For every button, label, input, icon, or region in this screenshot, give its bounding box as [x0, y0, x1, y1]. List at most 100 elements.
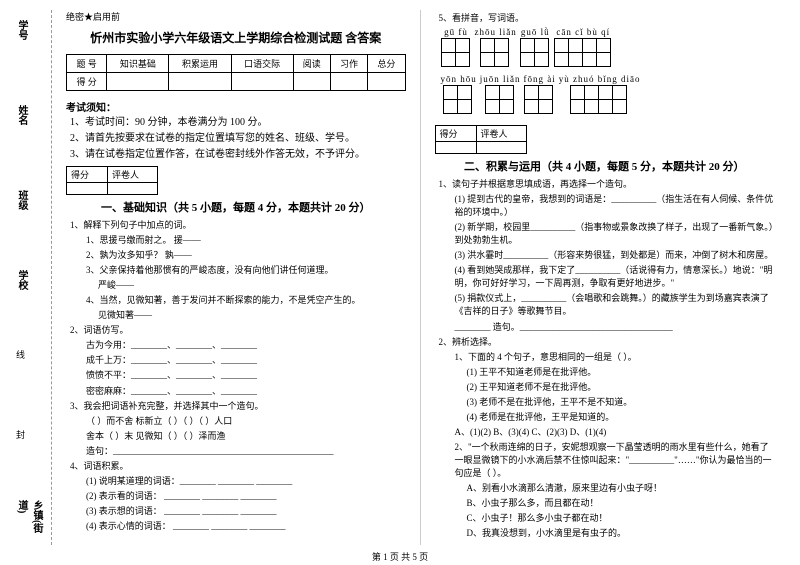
p2q2-g2-item: B、小虫子那么多，而且都在动！: [439, 497, 775, 510]
q5-stem: 5、看拼音，写词语。: [439, 12, 775, 25]
mini-score-cell: 得分: [435, 126, 476, 142]
score-row-label: 得 分: [67, 73, 107, 91]
pinyin-group: juōn liǎn: [480, 74, 521, 118]
p2q1-make: ________ 造句。____________________________…: [439, 321, 775, 334]
p2q2-g2-item: C、小虫子！那么多小虫子都在动！: [439, 512, 775, 525]
pinyin-group: gū fù: [441, 27, 472, 71]
q3-make: 造句：_____________________________________…: [70, 445, 406, 458]
q2-stem: 2、词语仿写。: [70, 324, 406, 337]
p2q1-item: (4) 看到她哭成那样，我下定了__________（话说得有力，情意深长。）地…: [439, 264, 775, 290]
q4-item: (2) 表示看的词语： ________ ________ ________: [70, 490, 406, 503]
notice-item: 3、请在试卷指定位置作答，在试卷密封线外作答无效，不予评分。: [70, 148, 406, 162]
binding-label: 班级: [14, 190, 29, 210]
secrecy-tag: 绝密★启用前: [66, 10, 406, 23]
pinyin-label: yù zhuó bǐng diāo: [559, 74, 641, 84]
pinyin-group: cān cǐ bù qí: [554, 27, 613, 71]
p2q2-g2-item: D、我真没想到，小水滴里是有虫子的。: [439, 527, 775, 540]
score-table: 题 号 知识基础 积累运用 口语交际 阅读 习作 总分 得 分: [66, 54, 406, 91]
pinyin-box: [443, 85, 472, 114]
binding-mark: 线: [14, 350, 27, 359]
pinyin-group: yōn hōu: [441, 74, 477, 118]
pinyin-group: guō lǜ: [520, 27, 551, 71]
right-column: 5、看拼音，写词语。 gū fùzhōu liǎnguō lǜcān cǐ bù…: [421, 10, 789, 545]
binding-column: 学号 姓名 班级 学校 线 封 乡镇(街道): [12, 10, 52, 545]
page-footer: 第 1 页 共 5 页: [0, 550, 800, 563]
notice-item: 2、请首先按要求在试卷的指定位置填写您的姓名、班级、学号。: [70, 132, 406, 146]
mini-score-cell: 评卷人: [108, 167, 158, 183]
binding-label: 乡镇(街道): [14, 500, 44, 545]
binding-label: 学号: [14, 20, 29, 40]
q4-item: (1) 说明某道理的词语：________ ________ ________: [70, 475, 406, 488]
p2q2-g2-item: A、别看小水滴那么清澈，原来里边有小虫子呀！: [439, 482, 775, 495]
mini-score-cell: 得分: [67, 167, 108, 183]
pinyin-row: gū fùzhōu liǎnguō lǜcān cǐ bù qí: [441, 27, 775, 74]
q4-item: (3) 表示想的词语： ________ ________ ________: [70, 505, 406, 518]
q3-line: （ ）而不舍 标新立（ ）（ ）（ ）人口: [70, 415, 406, 428]
binding-mark: 封: [14, 430, 27, 439]
p2q2-g1-item: (4) 老师是在批评他，王平是知道的。: [439, 411, 775, 424]
p2q2-g1-item: (1) 王平不知道老师是在批评他。: [439, 366, 775, 379]
q3-line: 舍本（ ）末 见微知（ ）（ ）泽而渔: [70, 430, 406, 443]
pinyin-box: [485, 85, 514, 114]
exam-title: 忻州市实验小学六年级语文上学期综合检测试题 含答案: [66, 29, 406, 46]
p2q2-g2-head: 2、"一个秋雨连绵的日子，安妮想观察一下晶莹透明的雨水里有些什么，她看了一眼显微…: [439, 441, 775, 480]
score-col: 知识基础: [107, 55, 169, 73]
p2q1-item: (1) 提到古代的皇帝，我想到的词语是：__________（指生活在有人伺候、…: [439, 193, 775, 219]
pinyin-label: fōng ài: [524, 74, 556, 84]
pinyin-row: yōn hōujuōn liǎnfōng àiyù zhuó bǐng diāo: [441, 74, 775, 121]
p2q1-item: (2) 新学期，校园里__________（指事物或景象改换了样子，出现了一番新…: [439, 221, 775, 247]
left-column: 绝密★启用前 忻州市实验小学六年级语文上学期综合检测试题 含答案 题 号 知识基…: [52, 10, 421, 545]
binding-label: 学校: [14, 270, 29, 290]
score-col: 阅读: [293, 55, 330, 73]
p2q1-item: (5) 捐款仪式上，__________（会唱歌和会跳舞。）的藏族学生为到场嘉宾…: [439, 292, 775, 318]
notice-head: 考试须知：: [66, 99, 406, 114]
pinyin-group: zhōu liǎn: [475, 27, 517, 71]
p2q2-g1-item: (2) 王平知道老师不是在批评他。: [439, 381, 775, 394]
score-col: 积累运用: [169, 55, 231, 73]
q2-item: 古为今用：________、________、________: [70, 339, 406, 352]
q2-item: 成千上万：________、________、________: [70, 354, 406, 367]
pinyin-box: [520, 38, 549, 67]
pinyin-box: [441, 38, 470, 67]
mini-score-cell: 评卷人: [476, 126, 526, 142]
score-col: 总分: [368, 55, 405, 73]
pinyin-box: [480, 38, 509, 67]
p2q2-g1-head: 1、下面的 4 个句子，意思相同的一组是（ ）。: [439, 351, 775, 364]
pinyin-label: gū fù: [441, 27, 472, 37]
q1-stem: 1、解释下列句子中加点的词。: [70, 219, 406, 232]
p2q1-stem: 1、读句子并根据意思填成语，再选择一个造句。: [439, 178, 775, 191]
q1-item: 严峻——: [70, 279, 406, 292]
q1-item: 4、当然，见微知著，善于发问并不断探索的能力，不是凭空产生的。: [70, 294, 406, 307]
p2q2-stem: 2、辨析选择。: [439, 336, 775, 349]
notice-list: 1、考试时间：90 分钟，本卷满分为 100 分。 2、请首先按要求在试卷的指定…: [66, 116, 406, 162]
p2q2-g1-item: (3) 老师不是在批评他，王平不是不知道。: [439, 396, 775, 409]
binding-label: 姓名: [14, 105, 29, 125]
q4-item: (4) 表示心情的词语： ________ ________ ________: [70, 520, 406, 533]
q1-item: 3、父亲保持着他那惯有的严峻态度，没有向他们讲任何道理。: [70, 264, 406, 277]
q3-stem: 3、我会把词语补充完整，并选择其中一个造句。: [70, 400, 406, 413]
pinyin-label: zhōu liǎn: [475, 27, 517, 37]
pinyin-label: yōn hōu: [441, 74, 477, 84]
part2-title: 二、积累与运用（共 4 小题，每题 5 分，本题共计 20 分）: [435, 158, 775, 174]
q1-item: 见微知著——: [70, 309, 406, 322]
mini-score-table: 得分评卷人: [435, 125, 527, 154]
score-col: 习作: [330, 55, 367, 73]
q1-item: 1、思援弓缴而射之。 援——: [70, 234, 406, 247]
q2-item: 密密麻麻：________、________、________: [70, 385, 406, 398]
pinyin-group: fōng ài: [524, 74, 556, 118]
q2-item: 愤愤不平：________、________、________: [70, 369, 406, 382]
mini-score-table: 得分评卷人: [66, 166, 158, 195]
q1-item: 2、孰为汝多知乎？ 孰——: [70, 249, 406, 262]
pinyin-label: juōn liǎn: [480, 74, 521, 84]
pinyin-label: guō lǜ: [520, 27, 551, 37]
pinyin-box: [570, 85, 627, 114]
pinyin-group: yù zhuó bǐng diāo: [559, 74, 641, 118]
part1-title: 一、基础知识（共 5 小题，每题 4 分，本题共计 20 分）: [66, 199, 406, 215]
p2q1-item: (3) 洪水霎时__________（形容来势很猛，到处都是）而来，冲倒了树木和…: [439, 249, 775, 262]
pinyin-box: [524, 85, 553, 114]
q4-stem: 4、词语积累。: [70, 460, 406, 473]
score-col: 题 号: [67, 55, 107, 73]
pinyin-label: cān cǐ bù qí: [554, 27, 613, 37]
score-col: 口语交际: [231, 55, 293, 73]
p2q2-g1-opts: A、(1)(2) B、(3)(4) C、(2)(3) D、(1)(4): [439, 426, 775, 439]
